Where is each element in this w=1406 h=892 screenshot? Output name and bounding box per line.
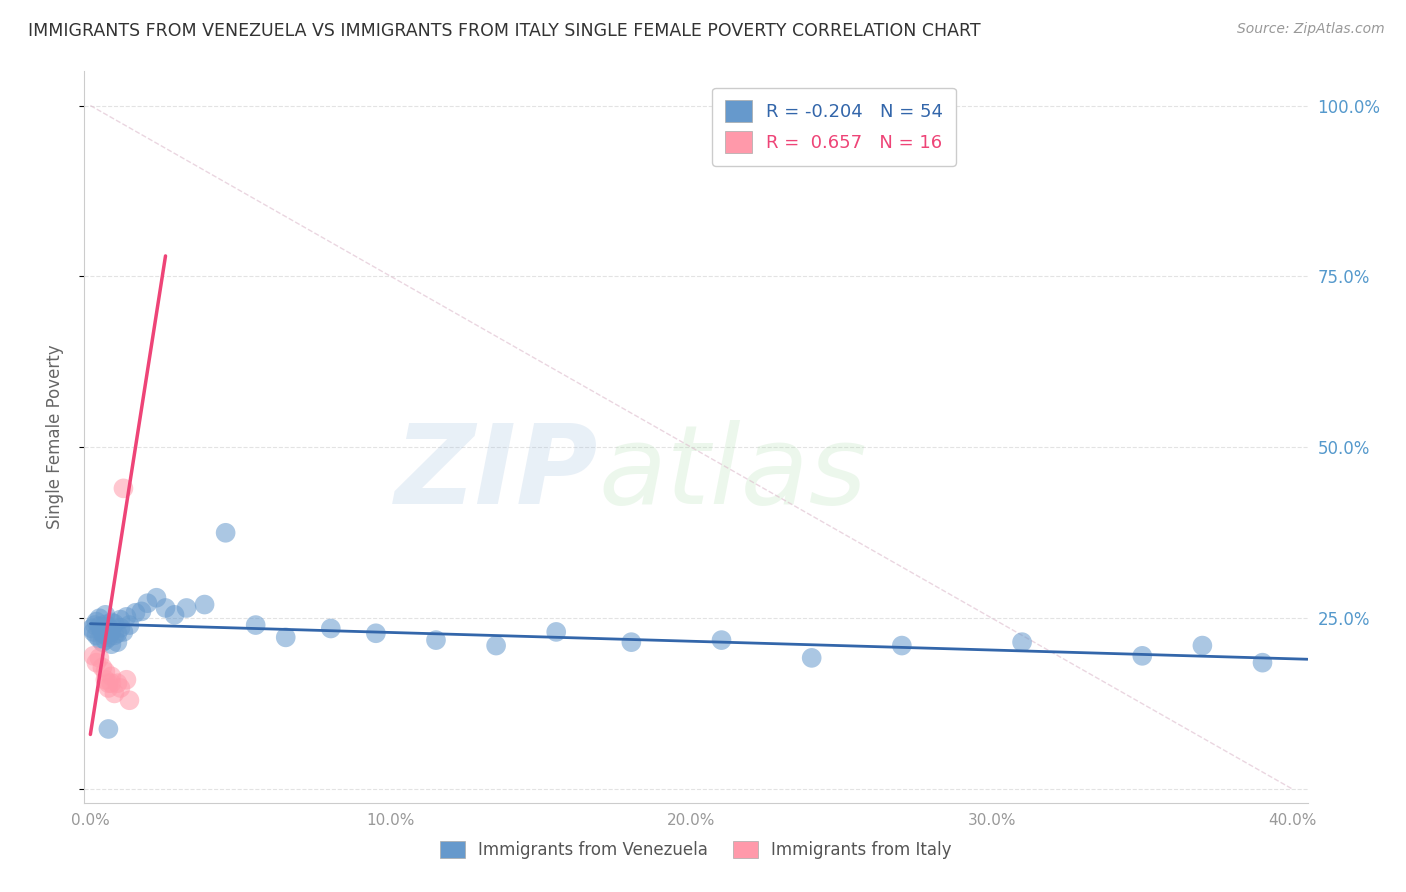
Text: Source: ZipAtlas.com: Source: ZipAtlas.com	[1237, 22, 1385, 37]
Point	[364, 626, 387, 640]
Point	[91, 660, 114, 674]
Point	[1130, 648, 1153, 663]
Point	[89, 619, 111, 633]
Point	[82, 648, 104, 663]
Point	[118, 618, 141, 632]
Point	[107, 676, 129, 690]
Point	[86, 628, 108, 642]
Point	[1191, 639, 1213, 653]
Text: IMMIGRANTS FROM VENEZUELA VS IMMIGRANTS FROM ITALY SINGLE FEMALE POVERTY CORRELA: IMMIGRANTS FROM VENEZUELA VS IMMIGRANTS …	[28, 22, 981, 40]
Point	[110, 613, 132, 627]
Point	[97, 631, 120, 645]
Point	[80, 622, 103, 636]
Point	[245, 618, 267, 632]
Point	[89, 632, 111, 646]
Point	[83, 618, 105, 632]
Point	[485, 639, 508, 653]
Point	[91, 624, 114, 638]
Point	[100, 669, 122, 683]
Point	[94, 633, 117, 648]
Point	[710, 633, 733, 648]
Point	[100, 624, 122, 639]
Y-axis label: Single Female Poverty: Single Female Poverty	[45, 345, 63, 529]
Point	[112, 481, 135, 495]
Point	[890, 639, 912, 653]
Point	[112, 624, 135, 639]
Point	[97, 681, 120, 695]
Point	[94, 607, 117, 622]
Point	[86, 656, 108, 670]
Text: ZIP: ZIP	[395, 420, 598, 527]
Point	[110, 621, 132, 635]
Point	[155, 601, 177, 615]
Legend: Immigrants from Venezuela, Immigrants from Italy: Immigrants from Venezuela, Immigrants fr…	[432, 833, 960, 868]
Point	[97, 676, 120, 690]
Point	[82, 624, 104, 639]
Point	[94, 627, 117, 641]
Point	[124, 606, 146, 620]
Point	[176, 601, 198, 615]
Point	[94, 617, 117, 632]
Point	[319, 622, 342, 636]
Point	[103, 686, 125, 700]
Point	[100, 637, 122, 651]
Point	[89, 651, 111, 665]
Point	[118, 693, 141, 707]
Point	[546, 624, 568, 639]
Point	[107, 626, 129, 640]
Point	[131, 604, 153, 618]
Point	[100, 615, 122, 630]
Point	[91, 626, 114, 640]
Point	[214, 525, 236, 540]
Point	[115, 673, 138, 687]
Point	[1251, 656, 1274, 670]
Point	[91, 635, 114, 649]
Point	[89, 611, 111, 625]
Point	[620, 635, 643, 649]
Point	[110, 681, 132, 695]
Point	[94, 665, 117, 679]
Point	[97, 619, 120, 633]
Point	[145, 591, 167, 605]
Text: atlas: atlas	[598, 420, 866, 527]
Point	[194, 598, 217, 612]
Point	[136, 596, 159, 610]
Point	[103, 628, 125, 642]
Point	[274, 631, 297, 645]
Point	[1011, 635, 1033, 649]
Point	[103, 616, 125, 631]
Point	[115, 610, 138, 624]
Point	[425, 633, 447, 648]
Point	[800, 651, 823, 665]
Point	[97, 722, 120, 736]
Point	[163, 607, 186, 622]
Point	[94, 673, 117, 687]
Point	[86, 615, 108, 629]
Point	[107, 635, 129, 649]
Point	[100, 676, 122, 690]
